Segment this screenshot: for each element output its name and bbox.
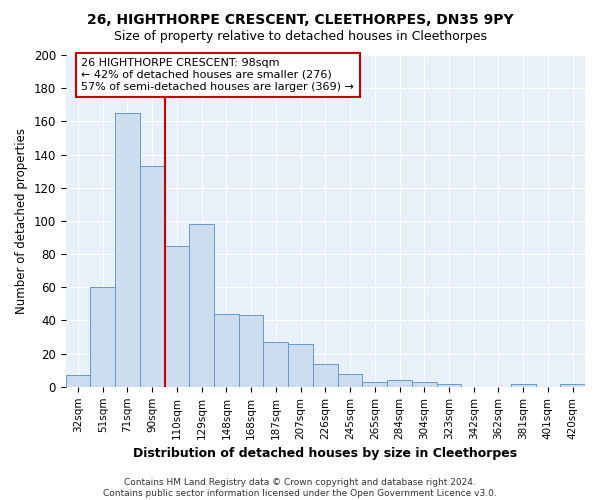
Text: 26 HIGHTHORPE CRESCENT: 98sqm
← 42% of detached houses are smaller (276)
57% of : 26 HIGHTHORPE CRESCENT: 98sqm ← 42% of d…: [81, 58, 354, 92]
Text: Size of property relative to detached houses in Cleethorpes: Size of property relative to detached ho…: [113, 30, 487, 43]
Bar: [190, 224, 214, 387]
Bar: [214, 314, 239, 387]
Bar: [560, 384, 585, 387]
Bar: [387, 380, 412, 387]
Bar: [313, 364, 338, 387]
Bar: [288, 344, 313, 387]
X-axis label: Distribution of detached houses by size in Cleethorpes: Distribution of detached houses by size …: [133, 447, 517, 460]
Bar: [437, 384, 461, 387]
Bar: [338, 374, 362, 387]
Bar: [164, 246, 190, 387]
Bar: [362, 382, 387, 387]
Text: 26, HIGHTHORPE CRESCENT, CLEETHORPES, DN35 9PY: 26, HIGHTHORPE CRESCENT, CLEETHORPES, DN…: [86, 12, 514, 26]
Bar: [140, 166, 164, 387]
Bar: [65, 375, 91, 387]
Y-axis label: Number of detached properties: Number of detached properties: [15, 128, 28, 314]
Bar: [412, 382, 437, 387]
Bar: [115, 113, 140, 387]
Bar: [91, 288, 115, 387]
Bar: [511, 384, 536, 387]
Text: Contains HM Land Registry data © Crown copyright and database right 2024.
Contai: Contains HM Land Registry data © Crown c…: [103, 478, 497, 498]
Bar: [263, 342, 288, 387]
Bar: [239, 316, 263, 387]
